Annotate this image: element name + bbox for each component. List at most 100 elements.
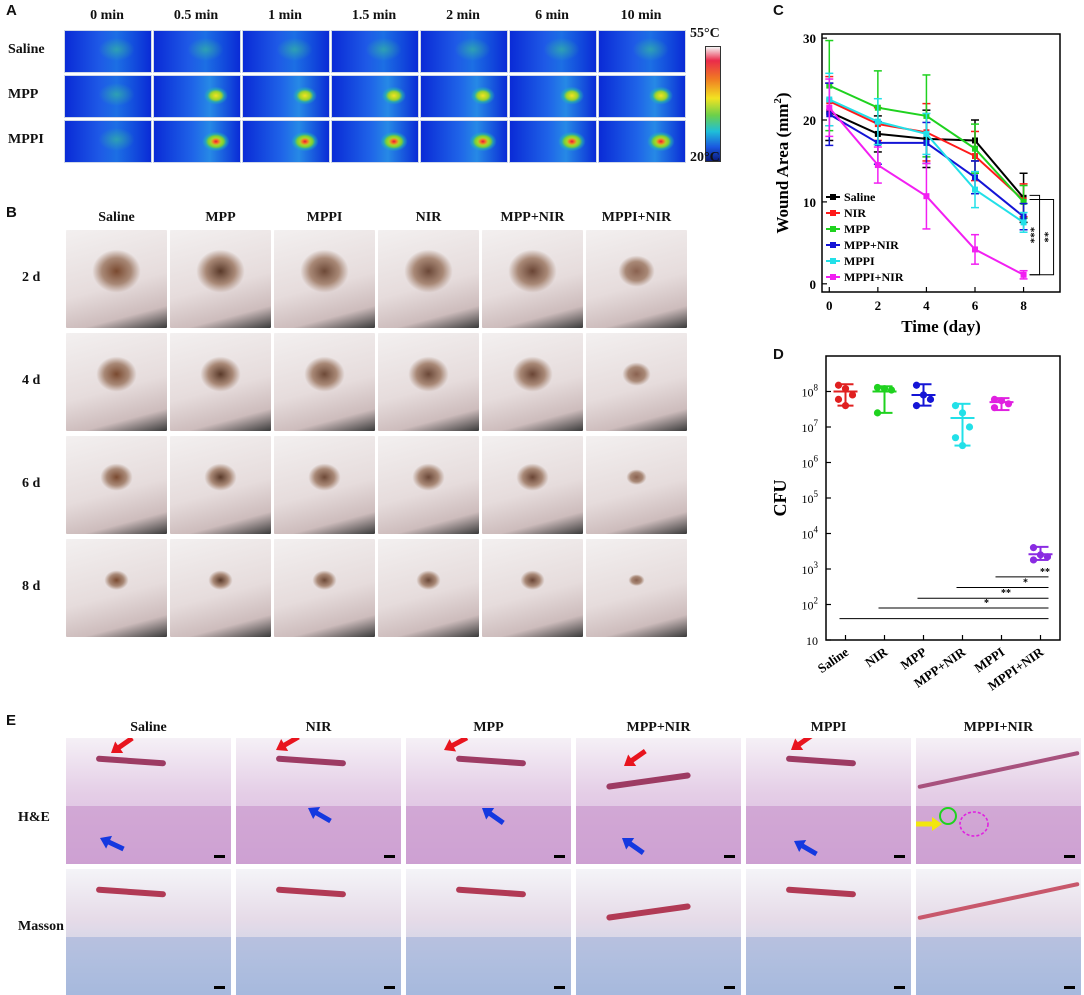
y-tick-base: 10 xyxy=(802,386,814,400)
thermal-image xyxy=(598,75,686,118)
histology-image xyxy=(236,738,401,864)
wound-photo xyxy=(274,230,375,328)
y-tick-base: 10 xyxy=(802,421,814,435)
y-tick-exp: 2 xyxy=(814,596,819,606)
thermal-image xyxy=(242,120,330,163)
wound-photo xyxy=(482,539,583,637)
y-tick-label: 102 xyxy=(802,596,819,613)
data-point xyxy=(834,381,843,389)
thermal-image xyxy=(420,120,508,163)
data-point xyxy=(990,395,999,403)
x-tick-label: 4 xyxy=(923,298,930,313)
wound-photo xyxy=(586,436,687,534)
panel-a-col-label: 2 min xyxy=(446,8,480,23)
group-MPPI+NIR xyxy=(1028,544,1053,564)
data-point xyxy=(841,402,850,410)
legend-marker xyxy=(830,242,836,248)
group-MPP xyxy=(911,381,936,410)
legend-label: MPPI xyxy=(844,254,875,268)
wound-photo xyxy=(274,333,375,431)
significance-label: * xyxy=(1023,578,1028,589)
data-point xyxy=(1020,219,1027,226)
colorbar-max-label: 55°C xyxy=(690,26,720,41)
histology-image xyxy=(406,869,571,995)
panel-e-row-label: Masson xyxy=(18,919,64,934)
data-point xyxy=(923,130,930,137)
y-tick-exp: 8 xyxy=(814,383,819,393)
tissue-layer xyxy=(236,937,401,995)
panel-b-col-label: MPPI xyxy=(306,210,343,225)
wound-photo xyxy=(66,333,167,431)
wound-photo xyxy=(66,230,167,328)
scale-bar xyxy=(384,986,395,989)
panel-a-col-label: 10 min xyxy=(620,8,662,23)
wound-photo xyxy=(482,230,583,328)
wound-photo xyxy=(586,539,687,637)
red-arrow-icon xyxy=(444,738,469,752)
data-point xyxy=(923,193,930,200)
panel-b-col-label: MPPI+NIR xyxy=(601,210,672,225)
scale-bar xyxy=(554,855,565,858)
tissue-layer xyxy=(66,937,231,995)
data-point xyxy=(1043,553,1052,561)
panel-a-col-label: 0 min xyxy=(90,8,124,23)
annotation-layer xyxy=(791,738,818,857)
panel-b-col-label: NIR xyxy=(415,210,442,225)
histology-image xyxy=(576,869,741,995)
data-point xyxy=(958,409,967,417)
group-Saline xyxy=(833,381,858,410)
x-tick-label: 8 xyxy=(1020,298,1027,313)
panel-a-row-label: MPP xyxy=(8,87,39,102)
histology-image xyxy=(746,869,911,995)
data-point xyxy=(912,402,921,410)
tissue-layer xyxy=(916,806,1081,864)
panel-e-col-label: MPP xyxy=(473,720,504,735)
panel-a-col-label: 1.5 min xyxy=(351,8,397,23)
x-tick-label: 2 xyxy=(875,298,882,313)
blue-arrow-icon xyxy=(482,808,505,825)
legend-marker xyxy=(830,274,836,280)
y-axis-label-end: ) xyxy=(773,92,792,98)
wound-photo xyxy=(378,333,479,431)
red-arrow-icon xyxy=(791,738,814,750)
wound-photo xyxy=(274,436,375,534)
annotation-layer xyxy=(622,749,647,855)
data-point xyxy=(951,434,960,442)
scale-bar xyxy=(724,855,735,858)
data-point xyxy=(887,386,896,394)
y-tick-label: 10 xyxy=(806,634,818,648)
wound-photo xyxy=(482,436,583,534)
panel-b-row-label: 2 d xyxy=(22,270,41,285)
y-tick-exp: 5 xyxy=(814,489,819,499)
wound-photo xyxy=(66,539,167,637)
wound-photo xyxy=(170,333,271,431)
panel-e-col-label: MPPI+NIR xyxy=(963,720,1034,735)
thermal-image xyxy=(509,75,597,118)
thermal-colorbar xyxy=(705,46,721,162)
scale-bar xyxy=(214,855,225,858)
wound-crust xyxy=(455,886,527,898)
histology-image xyxy=(406,738,571,864)
scale-bar xyxy=(214,986,225,989)
blue-arrow-icon xyxy=(100,835,125,852)
data-point xyxy=(880,385,889,393)
x-tick-label: 6 xyxy=(972,298,979,313)
red-arrow-icon xyxy=(111,738,134,753)
wound-crust xyxy=(785,886,857,898)
data-point xyxy=(972,246,978,253)
tissue-layer xyxy=(576,937,741,995)
epidermis-layer xyxy=(917,881,1080,921)
magenta-dashed-outline xyxy=(959,811,989,837)
panel-e-col-label: NIR xyxy=(305,720,332,735)
yellow-arrow-icon xyxy=(916,817,942,831)
y-tick-base: 10 xyxy=(802,563,814,577)
legend-marker xyxy=(830,258,836,264)
data-point xyxy=(958,441,967,450)
panel-a-col-label: 1 min xyxy=(268,8,302,23)
group-NIR xyxy=(872,383,897,417)
y-tick-exp: 6 xyxy=(814,454,819,464)
data-point xyxy=(874,118,881,125)
wound-photo xyxy=(66,436,167,534)
legend: Saline NIR MPP MPP+NIR MPPI MPPI+NIR xyxy=(826,190,904,284)
